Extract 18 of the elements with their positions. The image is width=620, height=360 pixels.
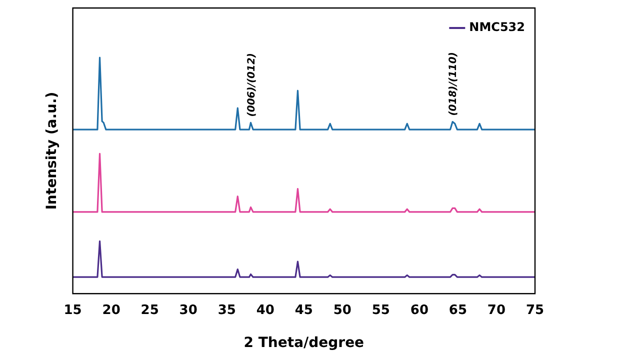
x-axis-title: 2 Theta/degree	[244, 335, 364, 352]
x-tick-label: 15	[64, 302, 82, 318]
x-tick-label: 35	[218, 302, 236, 318]
x-tick-label: 45	[294, 302, 313, 318]
x-tick-label: 75	[526, 302, 544, 318]
legend-label: NMC532	[469, 20, 526, 34]
x-tick-label: 55	[372, 302, 390, 318]
x-tick-label: 20	[102, 302, 120, 318]
x-tick-label: 70	[487, 302, 506, 318]
annotation: (018)/(110)	[448, 52, 460, 116]
x-tick-label: 40	[256, 302, 274, 318]
x-tick-label: 50	[333, 302, 352, 318]
x-tick-label: 30	[179, 302, 198, 318]
annotation: (006)/(012)	[246, 53, 258, 117]
x-tick-label: 60	[410, 302, 428, 318]
y-axis-title: Intensity (a.u.)	[44, 92, 60, 210]
x-tick-label: 65	[448, 302, 468, 318]
x-tick-label: 25	[140, 302, 159, 318]
